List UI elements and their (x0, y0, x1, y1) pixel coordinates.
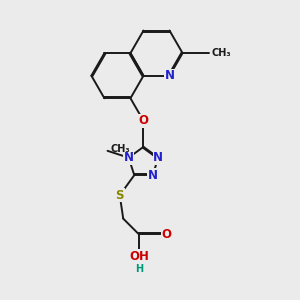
Text: N: N (164, 69, 175, 82)
Text: O: O (161, 228, 171, 241)
Text: O: O (139, 114, 148, 127)
Text: CH₃: CH₃ (110, 144, 130, 154)
Text: OH: OH (129, 250, 149, 263)
Text: CH₃: CH₃ (211, 48, 231, 58)
Text: N: N (124, 151, 134, 164)
Text: N: N (148, 169, 158, 182)
Text: N: N (153, 151, 164, 164)
Text: H: H (135, 264, 143, 274)
Text: S: S (116, 189, 124, 202)
